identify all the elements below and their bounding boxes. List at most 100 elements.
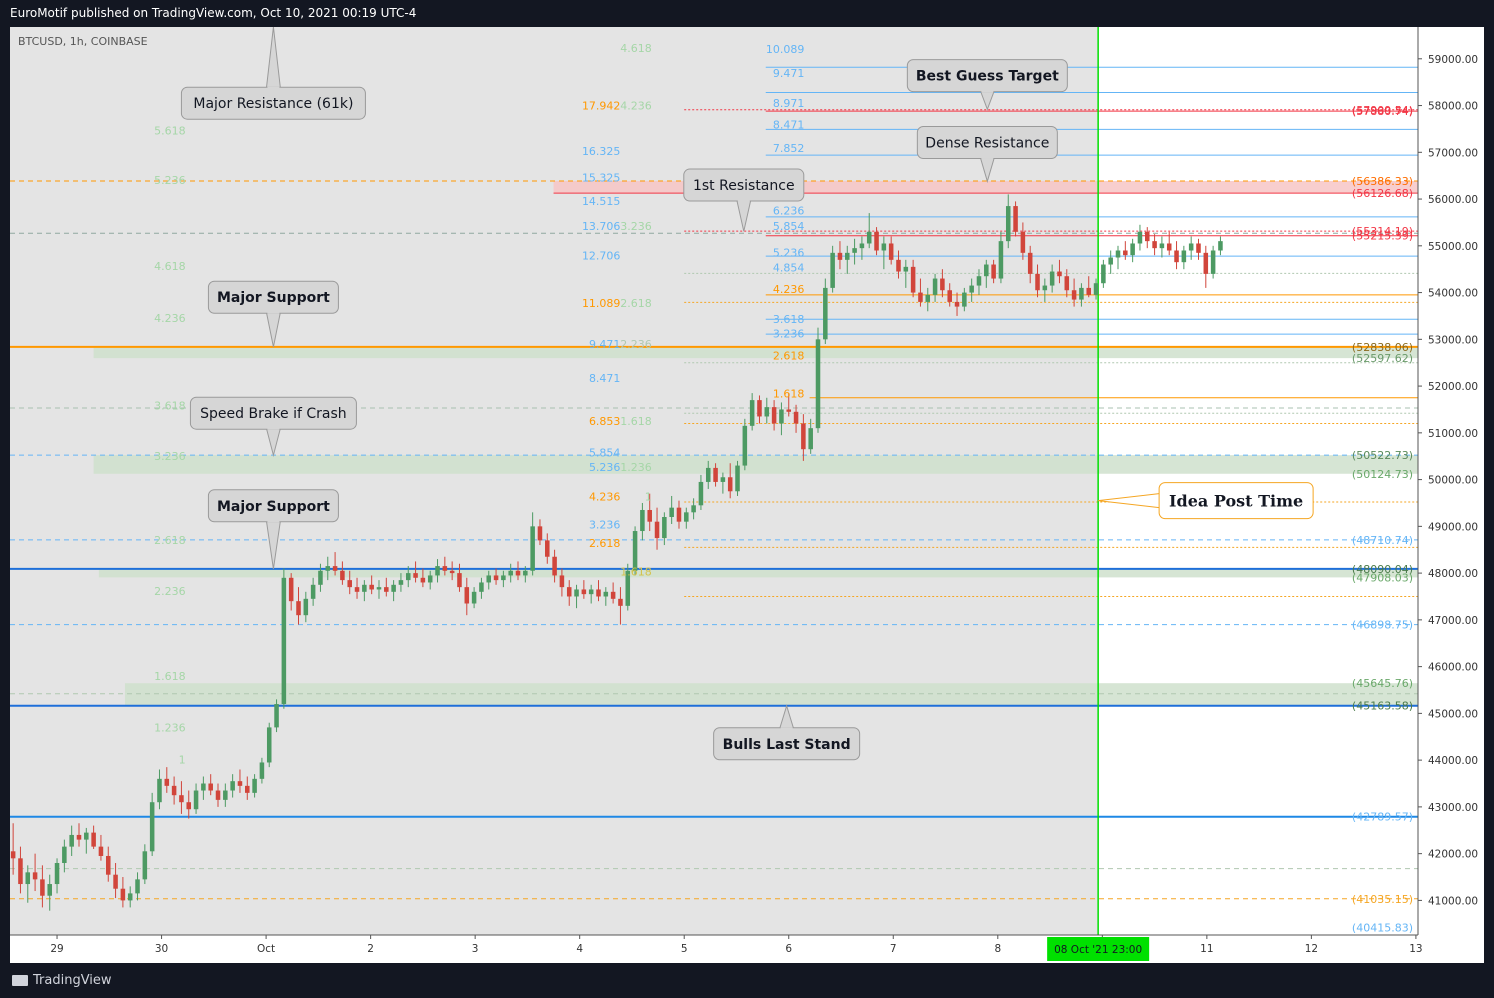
candle: [201, 783, 206, 791]
candle: [566, 587, 572, 597]
candle: [698, 481, 704, 506]
price-tick-label: 58000.00: [1428, 101, 1478, 113]
price-tick-label: 51000.00: [1428, 428, 1478, 440]
price-zone: [553, 180, 1418, 194]
axes-layer: 59000.00 58000.00 57000.00 56000.00 55000.00…: [10, 27, 1484, 963]
price-tick-label: 41000.00: [1428, 895, 1478, 907]
candle: [705, 467, 711, 482]
price-level-label: (50124.73): [1352, 468, 1413, 481]
price-zone: [93, 455, 1419, 474]
candle: [991, 264, 996, 279]
candle: [369, 584, 374, 590]
candle: [603, 591, 609, 597]
price-zone: [98, 568, 1419, 578]
fib-level-label: 14.515: [582, 195, 621, 208]
price-tick-label: 49000.00: [1428, 521, 1478, 533]
candle: [764, 407, 770, 417]
symbol-label: BTCUSD, 1h, COINBASE: [18, 35, 148, 48]
candle: [427, 575, 433, 583]
candle: [632, 531, 638, 571]
candle: [1145, 231, 1150, 242]
time-tick-label: 11: [1200, 943, 1213, 955]
candle: [303, 598, 309, 616]
candle: [1181, 250, 1187, 263]
candle: [962, 292, 967, 307]
candle: [157, 778, 162, 803]
time-tick-label: 30: [155, 943, 168, 955]
candle: [1049, 271, 1055, 286]
fib-level-label: 1.236: [620, 461, 652, 474]
candle: [1166, 243, 1172, 251]
candle: [720, 477, 726, 482]
candle: [1057, 271, 1062, 277]
candle: [230, 781, 235, 791]
price-tick-label: 59000.00: [1428, 54, 1478, 66]
callout-joint: [267, 520, 280, 523]
candle: [691, 505, 696, 513]
candle: [486, 575, 492, 583]
price-tick-label: 47000.00: [1428, 615, 1478, 627]
idea-post-label: Idea Post Time: [1169, 492, 1303, 511]
fib-level-label: 1.618: [154, 670, 186, 683]
price-level-label: (47908.03): [1352, 571, 1413, 584]
price-level-label: (57909.54): [1352, 104, 1413, 117]
fib-level-label: 3.618: [773, 313, 805, 326]
candle: [1174, 250, 1179, 263]
candle: [325, 566, 331, 571]
fib-level-label: 4.854: [773, 261, 805, 274]
candle: [208, 783, 213, 791]
price-tick-label: 54000.00: [1428, 288, 1478, 300]
candle: [881, 243, 887, 251]
candle: [296, 601, 301, 616]
candle: [647, 509, 652, 522]
fib-level-label: 10.089: [766, 43, 805, 56]
time-tick-label: 12: [1305, 943, 1318, 955]
price-tick-label: 55000.00: [1428, 241, 1478, 253]
price-level-label: (48090.04): [1352, 563, 1413, 576]
candle: [1203, 252, 1209, 274]
candle: [47, 884, 52, 896]
candle: [852, 248, 857, 253]
fib-level-label: 17.942: [582, 100, 621, 113]
candle: [471, 591, 477, 604]
candle: [464, 587, 470, 604]
candle: [69, 834, 74, 847]
price-level-label: (45163.58): [1352, 700, 1413, 713]
candle: [62, 846, 67, 863]
fib-level-label: 13.706: [582, 220, 621, 233]
candle: [332, 566, 338, 571]
callout-label: Speed Brake if Crash: [200, 406, 347, 422]
time-tick-label: 7: [890, 943, 897, 955]
candle: [501, 575, 506, 581]
candle: [18, 858, 23, 885]
fib-level-label: 1: [179, 754, 186, 767]
candle: [120, 888, 126, 901]
tradingview-logo[interactable]: TradingView: [10, 971, 120, 991]
candle: [1064, 276, 1070, 291]
candle: [896, 259, 901, 272]
candle: [149, 802, 155, 852]
price-level-label: (56126.68): [1352, 187, 1413, 200]
candle: [32, 872, 38, 880]
candle: [274, 704, 279, 728]
footer: TradingView: [0, 963, 1494, 998]
price-zone: [93, 346, 1419, 359]
fib-level-label: 6.236: [773, 204, 805, 217]
price-tick-label: 50000.00: [1428, 475, 1478, 487]
candle: [237, 781, 243, 786]
time-tick-label: 5: [681, 943, 688, 955]
candle: [435, 566, 440, 576]
candle: [749, 400, 755, 426]
price-level-label: (55314.19): [1352, 225, 1413, 238]
candle: [559, 575, 565, 588]
time-tick-label: Oct: [257, 943, 275, 955]
callout-joint: [267, 86, 280, 89]
price-tick-label: 42000.00: [1428, 849, 1478, 861]
fib-level-label: 16.325: [582, 145, 621, 158]
candle: [596, 589, 601, 597]
fib-level-label: 15.325: [582, 172, 621, 185]
price-tick-label: 52000.00: [1428, 381, 1478, 393]
price-level-label: (40415.83): [1352, 922, 1413, 935]
